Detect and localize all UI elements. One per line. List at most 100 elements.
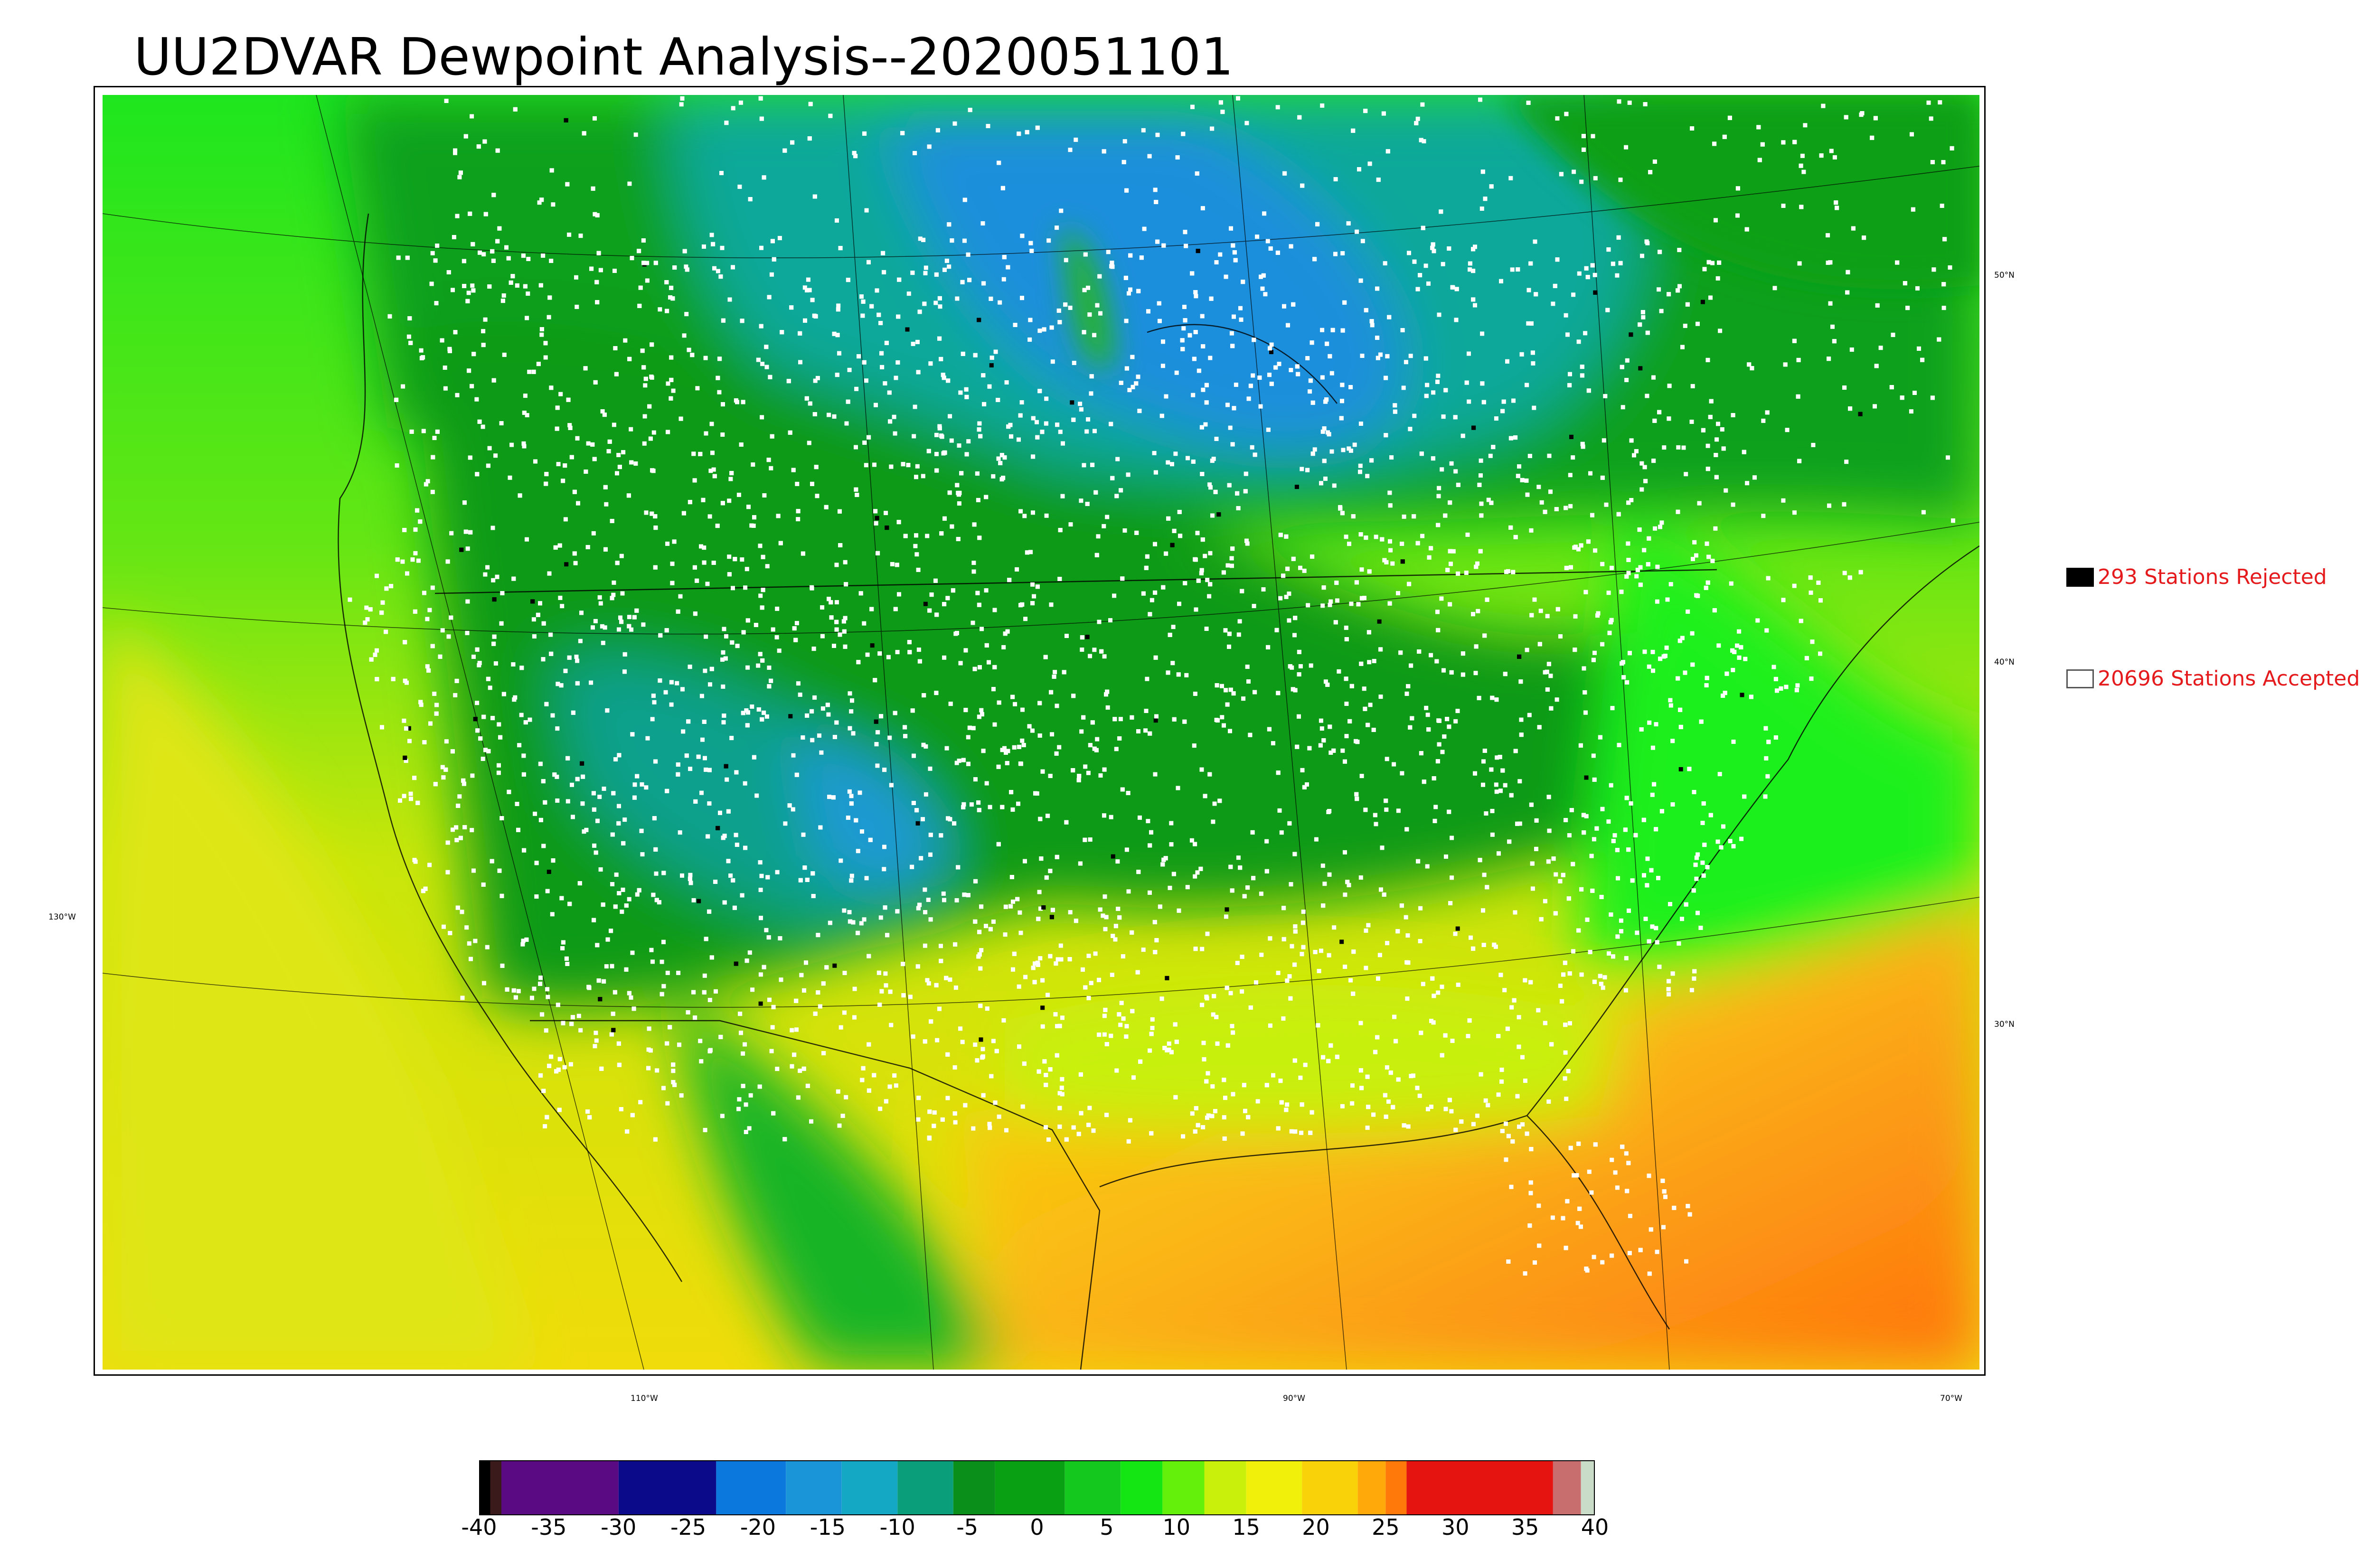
accepted-station-marker — [907, 640, 912, 645]
accepted-station-marker — [679, 102, 684, 107]
accepted-station-marker — [1489, 767, 1494, 772]
accepted-station-marker — [1878, 346, 1883, 350]
accepted-station-marker — [665, 1101, 670, 1106]
accepted-station-marker — [977, 602, 981, 607]
rejected-station-marker — [403, 755, 407, 760]
accepted-station-marker — [1152, 451, 1157, 455]
accepted-station-marker — [1148, 731, 1152, 736]
accepted-station-marker — [576, 501, 580, 506]
accepted-station-marker — [609, 1032, 614, 1037]
accepted-station-marker — [1003, 904, 1008, 909]
accepted-station-marker — [585, 1109, 590, 1114]
accepted-station-marker — [758, 888, 763, 892]
accepted-station-marker — [1001, 277, 1006, 282]
accepted-station-marker — [1418, 906, 1423, 911]
accepted-station-marker — [987, 660, 991, 665]
accepted-station-marker — [1538, 609, 1543, 613]
accepted-station-marker — [550, 713, 555, 718]
accepted-station-marker — [962, 197, 967, 202]
accepted-station-marker — [889, 783, 894, 788]
accepted-station-marker — [724, 121, 729, 125]
accepted-station-marker — [794, 772, 799, 777]
accepted-station-marker — [634, 608, 639, 613]
accepted-station-marker — [478, 250, 482, 255]
accepted-station-marker — [1443, 1033, 1448, 1038]
accepted-station-marker — [495, 148, 500, 153]
accepted-station-marker — [1600, 807, 1605, 811]
accepted-station-marker — [994, 1049, 999, 1053]
accepted-station-marker — [1429, 1019, 1433, 1023]
accepted-station-marker — [682, 333, 687, 338]
accepted-station-marker — [895, 563, 899, 567]
accepted-station-marker — [917, 902, 922, 907]
accepted-station-marker — [704, 431, 708, 436]
accepted-station-marker — [640, 348, 645, 353]
accepted-station-marker — [805, 288, 810, 292]
accepted-station-marker — [1230, 1023, 1234, 1028]
accepted-station-marker — [989, 1074, 994, 1079]
accepted-station-marker — [665, 789, 669, 793]
accepted-station-marker — [551, 858, 556, 863]
accepted-station-marker — [908, 995, 913, 999]
accepted-station-marker — [1383, 1093, 1387, 1098]
accepted-station-marker — [901, 462, 905, 467]
accepted-station-marker — [1351, 991, 1356, 996]
accepted-station-marker — [1016, 801, 1020, 806]
accepted-station-marker — [1874, 364, 1879, 368]
accepted-station-marker — [1229, 226, 1233, 231]
accepted-station-marker — [1300, 183, 1305, 188]
accepted-station-marker — [1267, 727, 1272, 732]
accepted-station-marker — [1687, 1212, 1692, 1217]
accepted-station-marker — [1564, 313, 1568, 318]
accepted-station-marker — [684, 312, 689, 317]
accepted-station-marker — [872, 462, 876, 467]
accepted-station-marker — [522, 411, 527, 415]
accepted-station-marker — [444, 99, 449, 103]
accepted-station-marker — [1081, 715, 1086, 720]
accepted-station-marker — [1081, 967, 1085, 972]
accepted-station-marker — [1173, 1022, 1178, 1027]
accepted-station-marker — [543, 1124, 547, 1128]
accepted-station-marker — [1731, 740, 1736, 744]
accepted-station-marker — [1240, 989, 1244, 994]
accepted-station-marker — [1819, 153, 1824, 158]
accepted-station-marker — [737, 184, 742, 189]
accepted-station-marker — [1225, 1043, 1230, 1048]
accepted-station-marker — [1194, 607, 1198, 612]
accepted-station-marker — [1388, 548, 1393, 553]
accepted-station-marker — [1706, 554, 1711, 559]
accepted-station-marker — [1586, 539, 1591, 544]
accepted-station-marker — [1334, 581, 1339, 585]
accepted-station-marker — [1009, 790, 1014, 795]
accepted-station-marker — [795, 481, 800, 486]
accepted-station-marker — [592, 807, 596, 812]
accepted-station-marker — [1507, 839, 1512, 844]
accepted-station-marker — [760, 362, 765, 366]
accepted-station-marker — [913, 404, 917, 409]
accepted-station-marker — [799, 973, 804, 977]
accepted-station-marker — [1046, 814, 1050, 818]
accepted-station-marker — [1797, 459, 1802, 463]
accepted-station-marker — [1694, 876, 1699, 881]
accepted-station-marker — [1414, 121, 1419, 125]
accepted-station-marker — [1765, 410, 1770, 415]
accepted-station-marker — [1328, 354, 1332, 358]
accepted-station-marker — [1211, 819, 1215, 824]
accepted-station-marker — [653, 514, 658, 519]
accepted-station-marker — [665, 309, 669, 313]
accepted-station-marker — [1057, 1106, 1062, 1110]
accepted-station-marker — [1456, 982, 1460, 987]
accepted-station-marker — [720, 245, 725, 250]
accepted-station-marker — [1244, 538, 1249, 543]
accepted-station-marker — [591, 791, 596, 796]
accepted-station-marker — [427, 608, 432, 612]
accepted-station-marker — [1374, 535, 1378, 539]
accepted-station-marker — [1354, 580, 1359, 585]
accepted-station-marker — [1048, 1067, 1053, 1072]
accepted-station-marker — [1592, 1255, 1596, 1259]
accepted-station-marker — [1668, 703, 1673, 708]
accepted-station-marker — [1792, 338, 1797, 343]
accepted-station-marker — [475, 728, 480, 733]
accepted-station-marker — [928, 361, 933, 366]
accepted-station-marker — [1285, 978, 1290, 983]
